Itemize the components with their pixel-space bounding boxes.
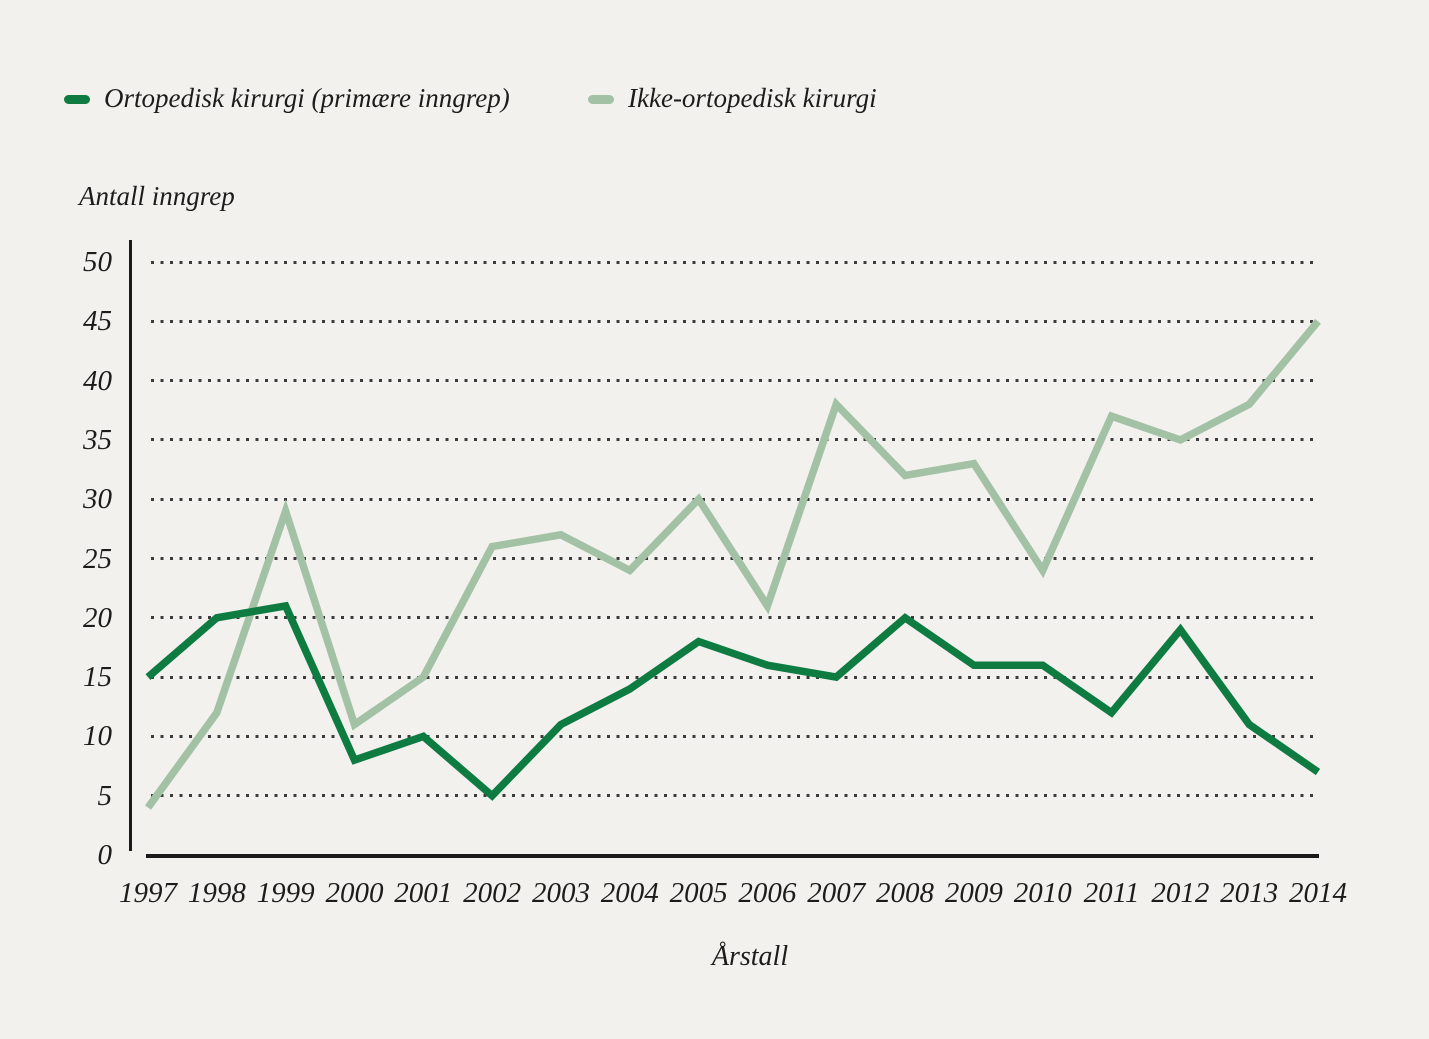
- y-axis-line: [129, 240, 132, 851]
- y-tick-label-25: 25: [83, 542, 112, 575]
- y-tick-label-5: 5: [97, 779, 113, 812]
- legend-swatch-ortopedisk-icon: [64, 94, 90, 104]
- gridline-45: [151, 319, 1319, 323]
- y-tick-label-50: 50: [83, 246, 112, 278]
- x-tick-label-2011: 2011: [1083, 877, 1140, 909]
- x-tick-label-2005: 2005: [669, 877, 728, 909]
- gridline-30: [151, 497, 1319, 501]
- y-tick-label-40: 40: [83, 364, 112, 397]
- legend-label-ikke-ortopedisk: Ikke-ortopedisk kirurgi: [628, 83, 877, 113]
- legend-item-ortopedisk: Ortopedisk kirurgi (primære inngrep): [64, 80, 510, 116]
- x-axis-line: [146, 854, 1319, 858]
- x-tick-label-2012: 2012: [1151, 877, 1210, 909]
- x-tick-label-1999: 1999: [256, 877, 315, 909]
- legend-item-ikke-ortopedisk: Ikke-ortopedisk kirurgi: [588, 80, 877, 116]
- gridline-5: [151, 794, 1319, 798]
- y-axis-title: Antall inngrep: [79, 181, 235, 211]
- y-tick-label-35: 35: [83, 423, 112, 456]
- x-tick-label-2013: 2013: [1220, 877, 1279, 909]
- series-line-ikke-ortopedisk: [144, 318, 1321, 810]
- y-tick-label-0: 0: [97, 839, 113, 871]
- x-tick-label-2003: 2003: [531, 877, 590, 909]
- x-tick-label-2014: 2014: [1289, 877, 1347, 909]
- y-tick-label-30: 30: [83, 483, 112, 516]
- series-line-ortopedisk: [145, 601, 1321, 801]
- y-tick-label-10: 10: [83, 720, 112, 753]
- x-tick-label-1998: 1998: [187, 877, 246, 909]
- gridline-20: [151, 616, 1319, 620]
- x-tick-label-2004: 2004: [600, 877, 659, 909]
- x-tick-label-2002: 2002: [463, 877, 522, 909]
- y-tick-label-15: 15: [83, 661, 112, 694]
- x-tick-label-2009: 2009: [944, 877, 1003, 909]
- y-tick-label-45: 45: [83, 305, 112, 338]
- x-tick-label-2007: 2007: [807, 877, 866, 909]
- x-tick-label-2000: 2000: [325, 877, 384, 909]
- gridline-35: [151, 438, 1319, 442]
- x-tick-label-2006: 2006: [738, 877, 797, 909]
- legend-swatch-ikke-ortopedisk-icon: [588, 94, 614, 104]
- gridline-10: [151, 734, 1319, 738]
- x-tick-label-2010: 2010: [1013, 877, 1072, 909]
- gridline-50: [151, 260, 1319, 264]
- x-tick-label-2008: 2008: [876, 877, 935, 909]
- gridline-15: [151, 675, 1319, 679]
- y-tick-label-20: 20: [83, 601, 112, 634]
- x-axis-title: Årstall: [711, 941, 789, 972]
- gridline-40: [151, 379, 1319, 383]
- legend-label-ortopedisk: Ortopedisk kirurgi (primære inngrep): [104, 83, 510, 113]
- x-tick-label-2001: 2001: [394, 877, 453, 909]
- x-tick-label-1997: 1997: [119, 877, 177, 909]
